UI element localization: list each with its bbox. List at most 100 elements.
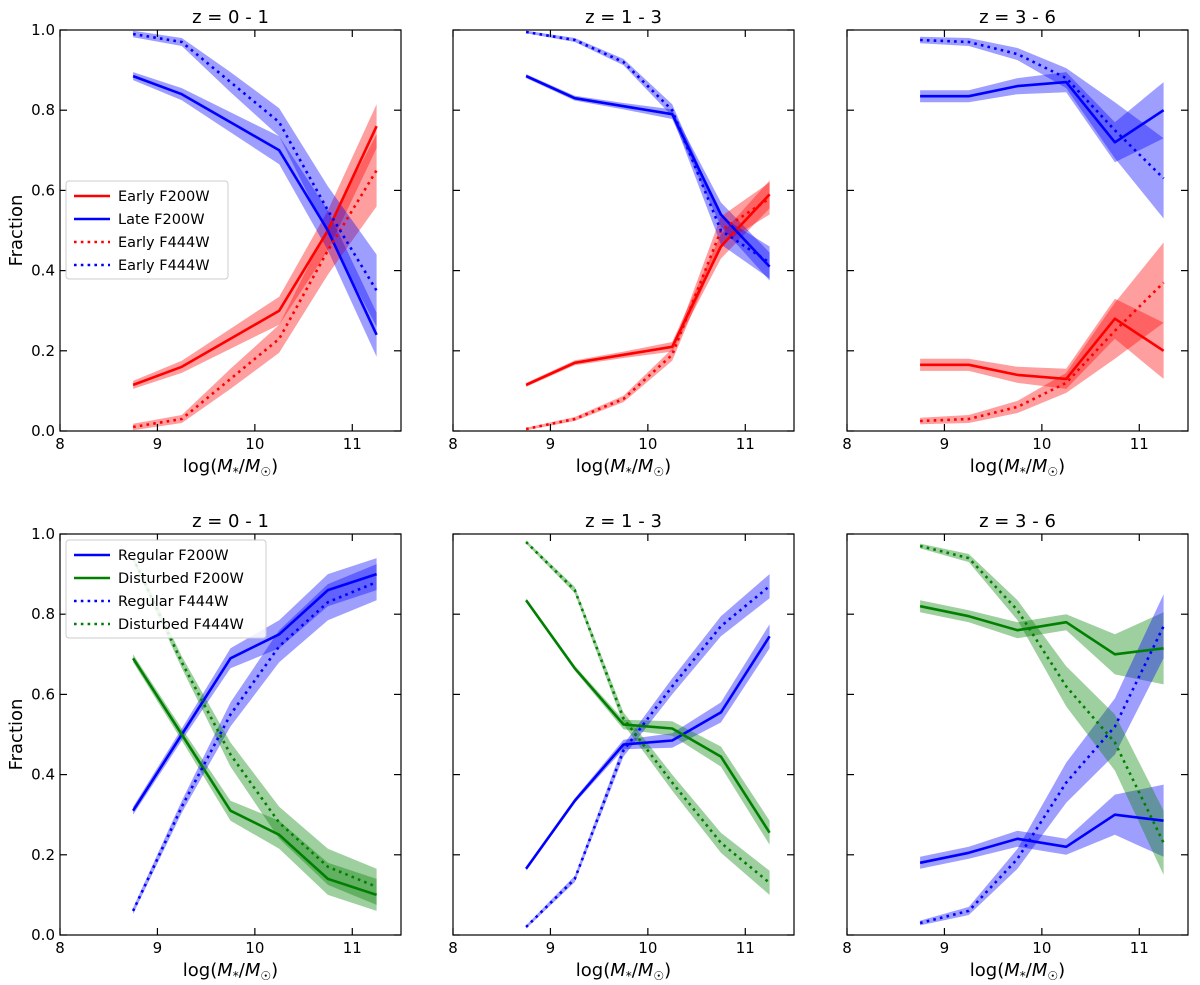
legend: Early F200W Late F200W Early F444W Early F4… (65, 180, 229, 280)
plot-frame (846, 533, 1189, 936)
x-tick-label: 10 (1032, 939, 1051, 957)
plot-frame (452, 533, 795, 936)
legend-label: Disturbed F200W (118, 571, 244, 587)
y-tick-label: 0.6 (31, 181, 55, 199)
series-0-error-band (920, 784, 1164, 869)
series-0-line (919, 813, 1164, 865)
series-2-line (919, 625, 1165, 925)
x-tick-label: 8 (55, 435, 65, 453)
legend-label: Regular F200W (118, 548, 229, 564)
series-3-error-band (526, 540, 770, 895)
y-tick-label: 0.4 (31, 262, 55, 280)
x-tick-label: 9 (940, 939, 950, 957)
x-axis-label: log(M*/M☉) (970, 456, 1065, 479)
series-0-line (132, 125, 378, 387)
series-2-line (132, 169, 378, 429)
x-axis-label: log(M*/M☉) (183, 456, 278, 479)
series-3-error-band (920, 36, 1164, 219)
x-axis-label: log(M*/M☉) (576, 456, 671, 479)
chart-panel-3: z = 3 - 6 8 9 10 11 log(M*/M☉) (842, 7, 1189, 479)
x-tick-label: 8 (842, 939, 852, 957)
series-0-error-band (133, 558, 377, 815)
legend-label: Early F200W (118, 189, 210, 205)
series-2-error-band (526, 574, 770, 929)
series-3-error-band (133, 554, 377, 905)
x-tick-label: 11 (343, 435, 362, 453)
x-tick-label: 9 (940, 435, 950, 453)
chart-panel-2: z = 1 - 3 8 9 10 11 log(M*/M☉) (448, 7, 795, 479)
x-tick-label: 9 (546, 939, 556, 957)
x-tick-label: 11 (736, 939, 755, 957)
series-3-error-band (526, 30, 770, 279)
plot-area (525, 30, 771, 431)
series-1-line (132, 657, 378, 897)
chart-title: z = 0 - 1 (192, 7, 269, 28)
series-0-error-band (526, 624, 770, 871)
series-2-error-band (526, 182, 770, 431)
x-tick-label: 9 (153, 435, 163, 453)
plot-frame (59, 29, 402, 432)
x-tick-label: 11 (1130, 435, 1149, 453)
series-1-line (920, 80, 1165, 144)
chart-panel-4: z = 0 - 1 8 9 10 11 0.0 0.2 0.4 0.6 0.8 1.0 log(M*/… (6, 511, 402, 983)
series-0-line (525, 193, 771, 387)
plot-frame (452, 29, 795, 432)
legend-box (65, 180, 229, 280)
chart-title: z = 3 - 6 (979, 511, 1056, 532)
legend-label: Late F200W (118, 212, 205, 228)
plot-area (919, 36, 1165, 425)
series-1-error-band (133, 72, 377, 357)
series-2-error-band (920, 242, 1164, 425)
x-axis-label: log(M*/M☉) (183, 960, 278, 983)
x-tick-label: 10 (245, 435, 264, 453)
y-tick-label: 0.6 (31, 685, 55, 703)
series-0-line (920, 317, 1165, 381)
plot-frame (59, 533, 402, 936)
series-2-error-band (133, 564, 377, 915)
y-tick-label: 0.2 (31, 342, 55, 360)
y-axis-label: Fraction (6, 195, 27, 267)
y-tick-label: 0.0 (31, 422, 55, 440)
x-tick-label: 11 (343, 939, 362, 957)
series-0-line (132, 572, 378, 812)
y-tick-label: 1.0 (31, 525, 55, 543)
series-2-line (131, 580, 378, 912)
chart-title: z = 1 - 3 (585, 7, 662, 28)
y-tick-label: 0.8 (31, 101, 55, 119)
series-2-error-band (133, 134, 377, 431)
x-axis-label: log(M*/M☉) (970, 960, 1065, 983)
series-1-line (525, 74, 771, 268)
series-2-line (525, 585, 771, 928)
x-tick-label: 10 (638, 939, 657, 957)
y-tick-label: 0.2 (31, 846, 55, 864)
chart-title: z = 1 - 3 (585, 511, 662, 532)
series-3-error-band (133, 30, 377, 327)
y-tick-label: 0.0 (31, 926, 55, 944)
series-3-line (919, 544, 1165, 844)
chart-panel-5: z = 1 - 3 8 9 10 11 log(M*/M☉) (448, 511, 795, 983)
series-2-line (525, 197, 771, 431)
chart-panel-6: z = 3 - 6 8 9 10 11 log(M*/M☉) (842, 511, 1189, 983)
chart-title: z = 0 - 1 (192, 511, 269, 532)
series-3-line (525, 541, 771, 884)
x-tick-label: 10 (245, 939, 264, 957)
series-0-line (525, 635, 771, 870)
series-1-error-band (526, 598, 770, 845)
series-3-line (131, 557, 378, 889)
legend-box (65, 539, 267, 639)
legend-label: Early F444W (118, 235, 210, 251)
x-tick-label: 8 (448, 939, 458, 957)
plot-area (132, 30, 378, 431)
series-3-line (132, 32, 378, 292)
series-1-line (525, 599, 771, 834)
series-1-error-band (920, 600, 1164, 685)
legend-label: Early F444W (118, 258, 210, 274)
x-tick-label: 11 (736, 435, 755, 453)
plot-area (525, 540, 771, 929)
chart-panel-1: z = 0 - 1 8 9 10 11 0.0 0.2 0.4 0.6 0.8 1.0 log(M*/… (6, 7, 402, 479)
x-tick-label: 9 (546, 435, 556, 453)
plot-area (131, 554, 378, 915)
x-tick-label: 10 (1032, 435, 1051, 453)
x-tick-label: 10 (638, 435, 657, 453)
